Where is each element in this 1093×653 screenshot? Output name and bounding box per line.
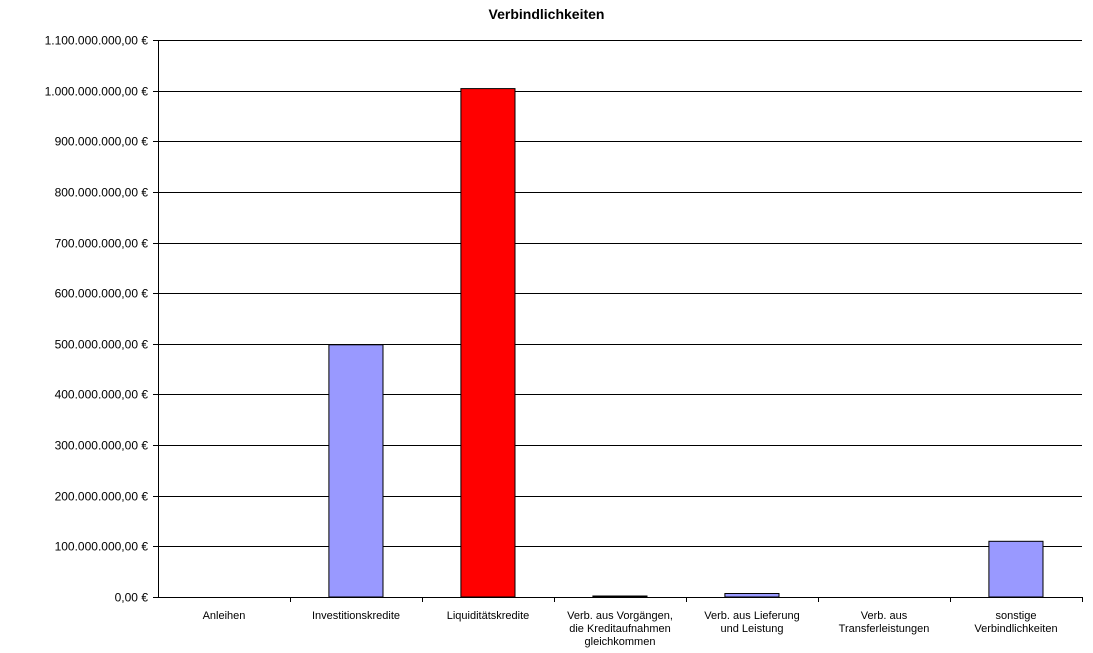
- x-tick-label: Verb. aus Vorgängen, die Kreditaufnahmen g…: [567, 610, 673, 648]
- y-tick-label: 800.000.000,00 €: [55, 186, 149, 200]
- bar: [592, 595, 648, 598]
- x-tick-labels: Anleihen Investitionskredite Liquiditätskr…: [203, 610, 1058, 648]
- axes: [153, 40, 1083, 602]
- y-tick-label: 1.000.000.000,00 €: [45, 85, 149, 99]
- y-tick-label: 100.000.000,00 €: [55, 540, 149, 554]
- y-tick-label: 400.000.000,00 €: [55, 388, 149, 402]
- y-tick-label: 1.100.000.000,00 €: [45, 34, 149, 48]
- y-tick-label: 900.000.000,00 €: [55, 135, 149, 149]
- x-tick-label: Verb. aus Lieferung und Leistung: [704, 610, 799, 635]
- y-tick-label: 700.000.000,00 €: [55, 237, 149, 251]
- bar: [460, 88, 516, 598]
- gridlines: [158, 40, 1082, 547]
- chart-title: Verbindlichkeiten: [488, 6, 605, 22]
- x-tick-label: sonstige Verbindlichkeiten: [974, 610, 1057, 635]
- bars: [328, 88, 1044, 598]
- x-tick-label: Liquiditätskredite: [447, 610, 530, 622]
- x-tick-label: Investitionskredite: [312, 610, 400, 622]
- y-tick-label: 0,00 €: [115, 591, 149, 605]
- y-tick-labels: 0,00 € 100.000.000,00 € 200.000.000,00 € 30…: [45, 34, 149, 605]
- bar: [988, 540, 1044, 598]
- bar: [328, 344, 384, 598]
- y-tick-label: 300.000.000,00 €: [55, 439, 149, 453]
- bar: [724, 593, 780, 598]
- x-tick-label: Anleihen: [203, 610, 246, 622]
- x-tick-label: Verb. aus Transferleistungen: [839, 610, 930, 635]
- y-tick-label: 200.000.000,00 €: [55, 490, 149, 504]
- y-tick-label: 600.000.000,00 €: [55, 287, 149, 301]
- y-tick-label: 500.000.000,00 €: [55, 338, 149, 352]
